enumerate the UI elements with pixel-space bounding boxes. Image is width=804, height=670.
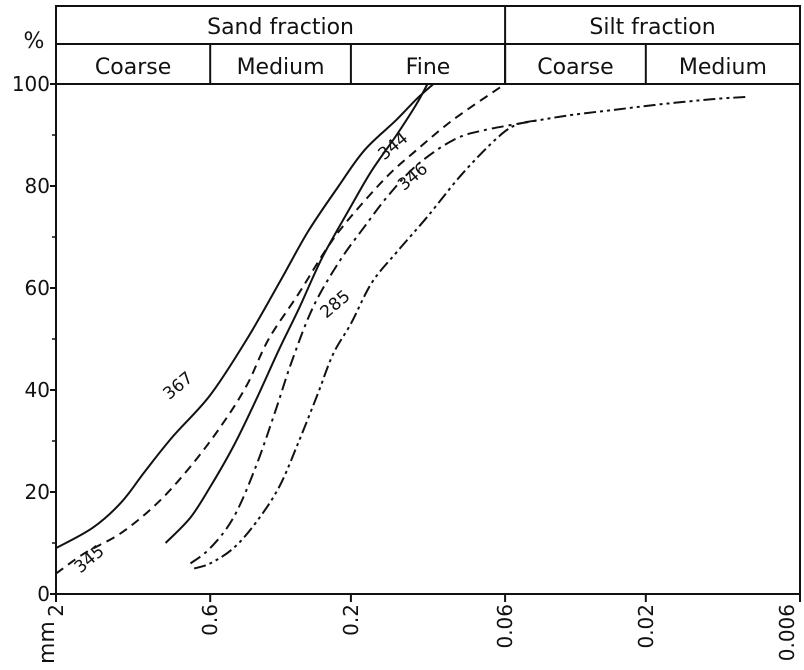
- curve-367: [55, 83, 435, 549]
- curve-label-367: 367: [160, 368, 198, 404]
- subgroup-label: Coarse: [537, 55, 613, 80]
- y-tick-label: 60: [25, 276, 50, 300]
- x-tick-label: 0.2: [339, 604, 363, 636]
- x-tick-label: 2: [44, 604, 68, 617]
- y-axis-label: %: [24, 29, 45, 54]
- y-tick-label: 80: [25, 174, 50, 198]
- group-label: Sand fraction: [207, 15, 354, 40]
- subgroup-label: Coarse: [95, 55, 171, 80]
- x-tick-label: 0.006: [775, 604, 799, 661]
- y-tick-label: 0: [37, 582, 50, 606]
- subgroup-label: Medium: [237, 55, 325, 80]
- subgroup-label: Medium: [679, 55, 767, 80]
- axes: 0 20 40 60 80 100 2 0.6 0.2 0.06 0.02 0.006: [12, 72, 801, 661]
- y-tick-label: 20: [25, 480, 50, 504]
- x-axis-unit-label: mm: [35, 621, 60, 664]
- curve-346: [189, 118, 543, 565]
- curve-344: [164, 83, 429, 544]
- x-tick-label: 0.06: [493, 604, 517, 649]
- x-tick-label: 0.02: [634, 604, 658, 649]
- y-tick-label: 100: [12, 72, 50, 96]
- fraction-header: Sand fraction Silt fraction Coarse Medium Fi…: [55, 5, 801, 85]
- y-tick-label: 40: [25, 378, 50, 402]
- group-label: Silt fraction: [589, 15, 715, 40]
- subgroup-label: Fine: [406, 55, 451, 80]
- x-tick-label: 0.6: [198, 604, 222, 636]
- curve-label-285: 285: [317, 286, 355, 322]
- curve-285: [193, 95, 749, 570]
- curve-label-345: 345: [71, 541, 109, 577]
- curve-345: [55, 83, 506, 575]
